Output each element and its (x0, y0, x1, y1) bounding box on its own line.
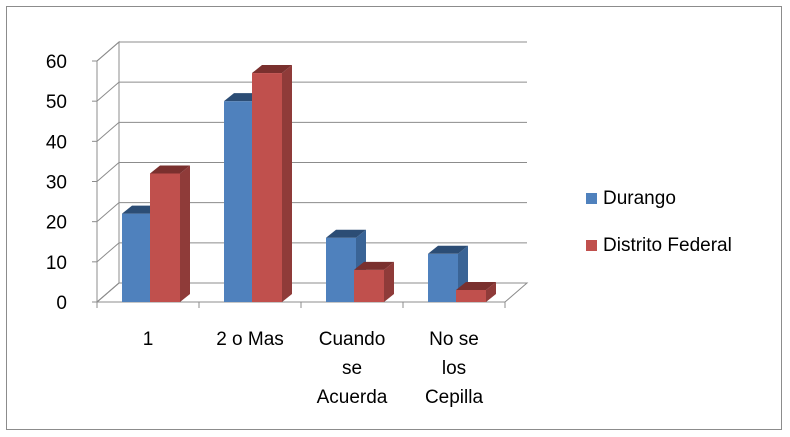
y-tick-label: 10 (46, 253, 67, 274)
x-tick-label: 1 (143, 329, 154, 350)
x-tick-label: los (442, 358, 466, 379)
x-tick-label: Cuando (319, 329, 386, 350)
bar-top (326, 229, 366, 238)
legend-swatch (586, 240, 597, 251)
x-tick-label: No se (429, 329, 479, 350)
x-tick-label: 2 o Mas (216, 329, 284, 350)
bar-top (354, 261, 394, 270)
y-tick-label: 0 (56, 293, 67, 314)
bar-front (224, 101, 254, 303)
bar-front (252, 73, 282, 302)
y-axis-labels: 0 10 20 30 40 50 60 (46, 52, 67, 314)
y-tick-label: 50 (46, 92, 67, 113)
legend-swatch (586, 193, 597, 204)
bar-front (326, 237, 356, 302)
gridline (96, 41, 527, 62)
gridline (96, 202, 527, 223)
y-tick-label: 40 (46, 132, 67, 153)
legend: Durango Distrito Federal (586, 188, 732, 256)
legend-label: Durango (603, 188, 676, 209)
gridline (96, 121, 527, 142)
gridline (96, 242, 527, 263)
gridline (96, 162, 527, 182)
bar-side (180, 165, 190, 302)
bar-side (282, 65, 292, 302)
bar-top (428, 245, 468, 254)
bar-front (150, 173, 180, 302)
bar-side (486, 281, 496, 302)
bars (122, 65, 496, 303)
bar-top (150, 165, 190, 174)
legend-label: Distrito Federal (603, 235, 732, 256)
x-tick-label: se (342, 358, 362, 379)
bar-top (456, 281, 496, 290)
x-tick-label: Acuerda (317, 387, 388, 408)
x-tick-label: Cepilla (425, 387, 484, 408)
bar-front (428, 253, 458, 302)
x-axis-labels: 1 2 o Mas Cuando se Acuerda No se los Cepilla (143, 329, 484, 408)
bar-side (384, 261, 394, 302)
y-tick-label: 20 (46, 213, 67, 234)
bar-front (456, 289, 486, 302)
gridline (96, 81, 527, 102)
bar-front (354, 269, 384, 302)
y-tick-label: 60 (46, 52, 67, 73)
gridlines (96, 41, 527, 303)
bar-front (122, 213, 152, 302)
bar-top (252, 65, 292, 74)
y-tick-label: 30 (46, 173, 67, 194)
